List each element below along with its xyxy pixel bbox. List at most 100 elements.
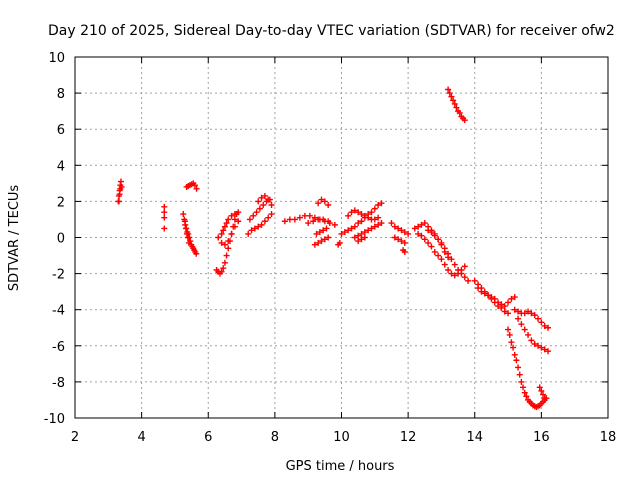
data-point <box>455 270 462 277</box>
data-point <box>451 100 458 107</box>
data-point <box>191 182 198 189</box>
data-point <box>225 216 232 223</box>
data-point <box>341 229 348 236</box>
data-point <box>528 310 535 317</box>
data-point <box>538 387 545 394</box>
data-point <box>338 230 345 237</box>
data-point <box>453 104 460 111</box>
data-point <box>425 239 432 246</box>
data-point <box>395 236 402 243</box>
x-tick-label: 4 <box>137 430 145 445</box>
data-point <box>348 225 355 232</box>
data-point <box>418 221 425 228</box>
data-point <box>355 238 362 245</box>
data-point <box>471 277 478 284</box>
series-arc-14.0-15.0 <box>471 277 518 317</box>
data-point <box>185 239 192 246</box>
data-point <box>221 241 228 248</box>
data-point <box>395 225 402 232</box>
data-point <box>415 230 422 237</box>
data-point <box>545 324 552 331</box>
data-point <box>336 239 343 246</box>
data-point <box>441 248 448 255</box>
series-arc-15.0-16.2-lower <box>505 326 550 411</box>
data-point <box>218 268 225 275</box>
data-point <box>315 200 322 207</box>
data-point <box>368 225 375 232</box>
data-point <box>268 202 275 209</box>
data-point <box>365 214 372 221</box>
data-point <box>221 259 228 266</box>
data-point <box>181 218 188 225</box>
data-point <box>475 285 482 292</box>
data-point <box>358 236 365 243</box>
x-tick-label: 12 <box>400 430 417 445</box>
data-point <box>428 229 435 236</box>
data-point <box>321 236 328 243</box>
data-point <box>220 227 227 234</box>
data-point <box>351 223 358 230</box>
y-tick-label: -10 <box>44 412 65 427</box>
data-point <box>351 207 358 214</box>
data-point <box>355 209 362 216</box>
data-point <box>515 364 522 371</box>
data-point <box>193 250 200 257</box>
data-point <box>535 342 542 349</box>
data-point <box>398 227 405 234</box>
data-point <box>323 225 330 232</box>
data-point <box>371 216 378 223</box>
data-point <box>521 310 528 317</box>
data-point <box>117 185 124 192</box>
data-point <box>321 198 328 205</box>
data-point <box>511 306 518 313</box>
data-point <box>456 109 463 116</box>
data-point <box>361 212 368 219</box>
data-point <box>261 218 268 225</box>
data-point <box>511 351 518 358</box>
data-points <box>115 86 552 411</box>
data-point <box>465 277 472 284</box>
data-point <box>401 239 408 246</box>
data-point <box>538 344 545 351</box>
data-point <box>516 371 523 378</box>
data-point <box>223 252 230 259</box>
data-point <box>368 209 375 216</box>
data-point <box>401 248 408 255</box>
data-point <box>508 339 515 346</box>
data-point <box>391 234 398 241</box>
data-point <box>231 223 238 230</box>
data-point <box>488 294 495 301</box>
series-arc-12.2-14.0 <box>411 220 472 284</box>
data-point <box>116 191 123 198</box>
data-point <box>345 212 352 219</box>
data-point <box>310 218 317 225</box>
y-tick-label: 4 <box>57 159 65 174</box>
data-point <box>361 234 368 241</box>
data-point <box>255 198 262 205</box>
data-point <box>281 218 288 225</box>
data-point <box>117 178 124 185</box>
data-point <box>535 315 542 322</box>
y-tick-labels: -10 -8 -6 -4 -2 0 2 4 6 8 10 <box>44 51 65 427</box>
data-point <box>401 229 408 236</box>
data-point <box>235 218 242 225</box>
data-point <box>378 200 385 207</box>
data-point <box>182 225 189 232</box>
data-point <box>520 384 527 391</box>
data-point <box>250 212 257 219</box>
data-point <box>428 243 435 250</box>
data-point <box>223 220 230 227</box>
data-point <box>398 238 405 245</box>
data-point <box>541 395 548 402</box>
series-arc-11.5-12.0 <box>388 220 412 255</box>
data-point <box>521 326 528 333</box>
data-point <box>541 346 548 353</box>
data-point <box>371 223 378 230</box>
y-tick-label: 6 <box>57 123 65 138</box>
data-point <box>161 203 168 210</box>
data-point <box>505 299 512 306</box>
data-point <box>495 299 502 306</box>
x-axis-label: GPS time / hours <box>286 459 395 474</box>
data-point <box>461 263 468 270</box>
data-point <box>378 220 385 227</box>
